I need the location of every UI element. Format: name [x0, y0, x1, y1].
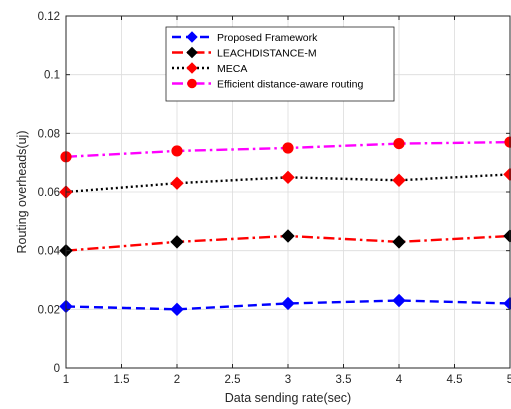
- legend-label: Proposed Framework: [217, 32, 318, 44]
- data-point: [282, 142, 294, 154]
- ticks: 1 1.5 2 2.5 3 3.5 4 4.5 5 0 0.02 0.04 0.06 0.08 0.1 0.1…: [38, 11, 511, 386]
- y-tick-label: 0: [54, 363, 60, 375]
- y-tick-label: 0.02: [38, 304, 60, 316]
- x-tick-label: 3.5: [336, 374, 352, 386]
- y-tick-label: 0.06: [38, 187, 60, 199]
- series-line: [65, 173, 511, 194]
- legend-label: MECA: [217, 63, 247, 75]
- x-tick-label: 4.5: [447, 374, 463, 386]
- series-layer: [59, 136, 511, 317]
- data-point: [392, 293, 406, 308]
- data-point: [281, 170, 295, 185]
- legend-marker: [186, 31, 198, 43]
- series-0: [59, 293, 511, 317]
- series-3: [60, 136, 511, 163]
- data-point: [170, 235, 184, 249]
- x-tick-label: 5: [507, 374, 511, 386]
- data-point: [171, 145, 183, 157]
- legend-marker: [187, 78, 197, 89]
- y-axis-label: Routing overheads(uj): [15, 131, 29, 254]
- data-point: [170, 302, 184, 317]
- legend-label: Efficient distance-aware routing: [217, 79, 363, 91]
- legend-label: LEACHDISTANCE-M: [217, 48, 317, 60]
- x-axis-label: Data sending rate(sec): [225, 391, 351, 405]
- x-tick-label: 2: [174, 374, 180, 386]
- data-point: [281, 296, 295, 311]
- legend-marker: [186, 46, 198, 59]
- series-line: [65, 299, 511, 311]
- data-point: [393, 138, 405, 150]
- x-tick-label: 1.5: [114, 374, 130, 386]
- legend-box: [165, 26, 395, 102]
- y-tick-label: 0.08: [38, 128, 60, 140]
- data-point: [392, 173, 406, 187]
- x-tick-label: 3: [285, 374, 291, 386]
- legend-marker: [186, 62, 198, 74]
- x-tick-label: 1: [63, 374, 69, 386]
- y-tick-label: 0.04: [38, 246, 61, 258]
- legend: Proposed Framework LEACHDISTANCE-M MECA Eff…: [165, 26, 395, 102]
- y-tick-label: 0.1: [44, 70, 60, 82]
- x-tick-label: 2.5: [225, 374, 241, 386]
- x-tick-label: 4: [396, 374, 403, 386]
- y-tick-label: 0.12: [38, 11, 60, 23]
- data-point: [281, 229, 295, 243]
- data-point: [170, 176, 184, 190]
- data-point: [392, 235, 406, 249]
